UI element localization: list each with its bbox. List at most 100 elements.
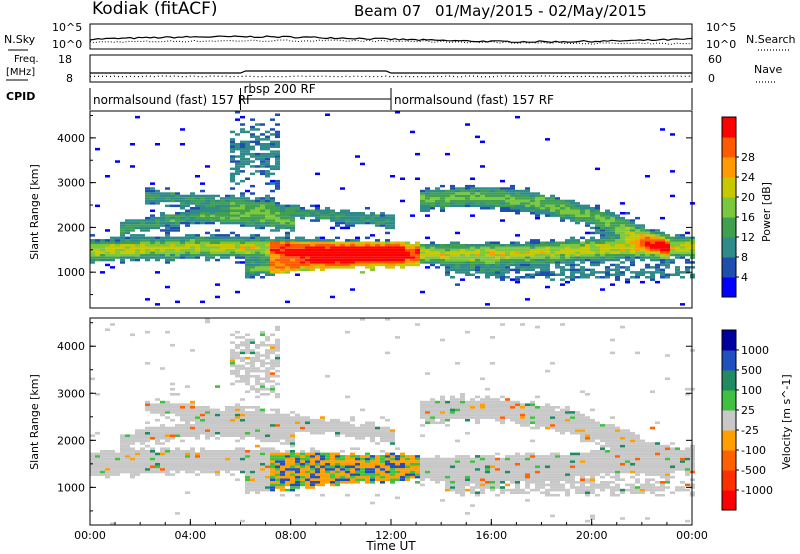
power-cell [175,239,180,242]
velocity-cell [560,416,565,419]
power-cell [235,143,240,146]
velocity-cell [430,413,435,417]
velocity-cell [370,481,375,484]
velocity-cell [575,431,580,435]
velocity-cell [145,400,150,404]
velocity-cell [95,452,100,456]
velocity-cell [360,478,365,481]
power-cell [540,253,545,257]
power-cell [245,216,250,220]
velocity-cell [325,429,330,432]
power-cell [180,251,185,254]
power-cell [445,248,450,252]
power-cell [165,253,170,257]
power-cell [595,224,600,227]
velocity-cell [535,465,540,469]
velocity-cell [310,424,315,427]
velocity-cell [155,437,160,440]
velocity-cell [560,470,565,474]
velocity-cell [165,465,170,469]
power-cell [415,251,420,254]
power-cell [410,258,415,262]
velocity-cell [495,483,500,487]
power-cell [380,248,385,252]
power-cell [570,268,575,272]
velocity-cell [220,431,225,435]
power-cell [140,234,145,237]
velocity-cell [150,431,155,435]
velocity-cell [215,421,220,425]
power-cell [225,256,230,259]
velocity-cell [310,450,315,453]
power-cell [670,253,675,257]
power-cell [415,177,420,180]
power-cell [475,258,480,262]
velocity-cell [235,450,240,453]
power-cell [185,239,190,242]
power-cell [490,256,495,259]
velocity-cell [255,470,260,474]
power-cell [240,207,245,210]
velocity-cell [420,470,425,474]
velocity-cell [315,450,320,453]
power-cell [540,256,545,259]
power-cell [325,263,330,267]
power-cell [135,234,140,237]
power-cell [600,244,605,247]
velocity-cell [155,457,160,461]
velocity-cell [365,457,370,461]
power-cell [485,246,490,249]
velocity-heatmap [90,318,695,525]
power-cell [530,199,535,203]
power-cell [120,258,125,262]
velocity-cell [310,429,315,432]
power-cell [400,266,405,269]
power-cell [485,253,490,257]
velocity-cell [450,481,455,484]
velocity-cell [260,359,265,362]
power-cell [630,221,635,225]
velocity-cell [445,460,450,463]
velocity-cell [310,465,315,469]
velocity-cell [545,408,550,412]
velocity-cell [580,460,585,463]
power-cell [420,251,425,254]
velocity-cell [90,457,95,461]
velocity-cell [230,416,235,419]
velocity-cell [435,406,440,409]
power-cell [465,194,470,198]
power-cell [215,202,220,205]
power-cell [225,253,230,257]
velocity-cell [175,447,180,450]
power-cell [665,263,670,267]
velocity-cell [280,437,285,440]
power-cell [645,276,650,279]
velocity-cell [545,468,550,471]
velocity-cell [355,462,360,466]
velocity-cell [320,462,325,466]
velocity-cell [520,411,525,414]
power-cell [225,236,230,240]
power-cell [250,145,255,148]
power-cell [585,204,590,208]
power-cell [255,226,260,230]
velocity-cell [205,413,210,417]
power-cell [305,251,310,254]
velocity-cell [290,429,295,432]
velocity-cell [175,460,180,463]
power-cell [615,231,620,235]
power-cell [545,256,550,259]
power-cell [90,244,95,247]
power-cell [675,234,680,237]
velocity-cell [265,439,270,443]
velocity-cell [275,470,280,474]
velocity-cell [165,439,170,443]
power-cell [150,192,155,195]
power-cell [200,202,205,205]
power-cell [215,241,220,244]
power-cell [625,231,630,235]
velocity-cell [500,411,505,414]
velocity-cell [290,444,295,448]
power-cell [205,165,210,168]
power-cell [90,234,95,237]
